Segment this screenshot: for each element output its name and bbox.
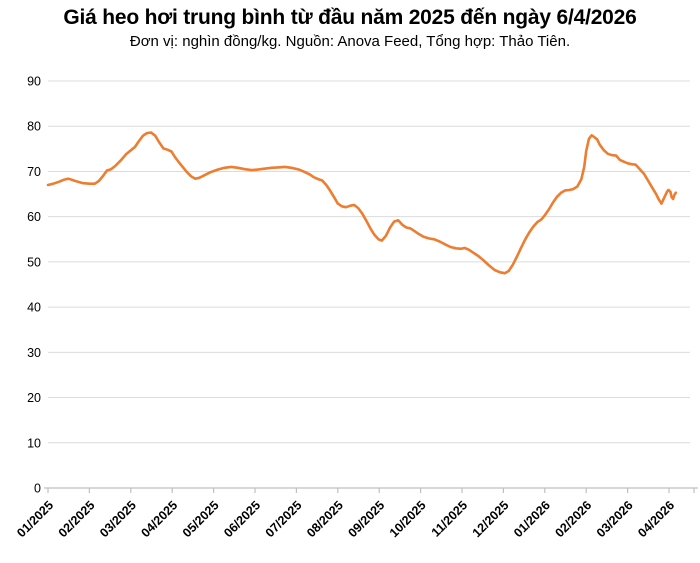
x-tick-label-04/2025: 04/2025 [138, 498, 180, 540]
y-tick-label-90: 90 [27, 75, 41, 89]
y-tick-label-80: 80 [27, 120, 41, 134]
y-tick-label-50: 50 [27, 255, 41, 269]
y-tick-label-70: 70 [27, 165, 41, 179]
y-tick-label-60: 60 [27, 210, 41, 224]
x-tick-label-02/2026: 02/2026 [552, 498, 594, 540]
x-tick-label-11/2025: 11/2025 [429, 498, 470, 539]
x-tick-label-04/2026: 04/2026 [635, 498, 677, 540]
x-tick-label-08/2025: 08/2025 [304, 498, 346, 540]
chart-title: Giá heo hơi trung bình từ đầu năm 2025 đ… [63, 6, 637, 29]
x-tick-label-07/2025: 07/2025 [263, 498, 305, 540]
y-tick-label-30: 30 [27, 346, 41, 360]
y-tick-label-20: 20 [27, 391, 41, 405]
x-tick-label-12/2025: 12/2025 [470, 498, 512, 540]
x-tick-label-01/2026: 01/2026 [511, 498, 553, 540]
y-tick-label-10: 10 [27, 436, 41, 450]
x-tick-label-10/2025: 10/2025 [387, 498, 429, 540]
x-tick-label-03/2025: 03/2025 [97, 498, 139, 540]
chart-subtitle: Đơn vị: nghìn đồng/kg. Nguồn: Anova Feed… [129, 33, 571, 50]
price-line [46, 131, 678, 275]
y-tick-label-0: 0 [34, 482, 41, 496]
x-tick-label-06/2025: 06/2025 [221, 498, 263, 540]
x-tick-label-05/2025: 05/2025 [180, 498, 222, 540]
x-tick-label-03/2026: 03/2026 [594, 498, 636, 540]
y-tick-label-40: 40 [27, 301, 41, 315]
x-tick-label-09/2025: 09/2025 [345, 498, 387, 540]
x-tick-label-02/2025: 02/2025 [56, 498, 98, 540]
x-tick-label-01/2025: 01/2025 [14, 498, 56, 540]
